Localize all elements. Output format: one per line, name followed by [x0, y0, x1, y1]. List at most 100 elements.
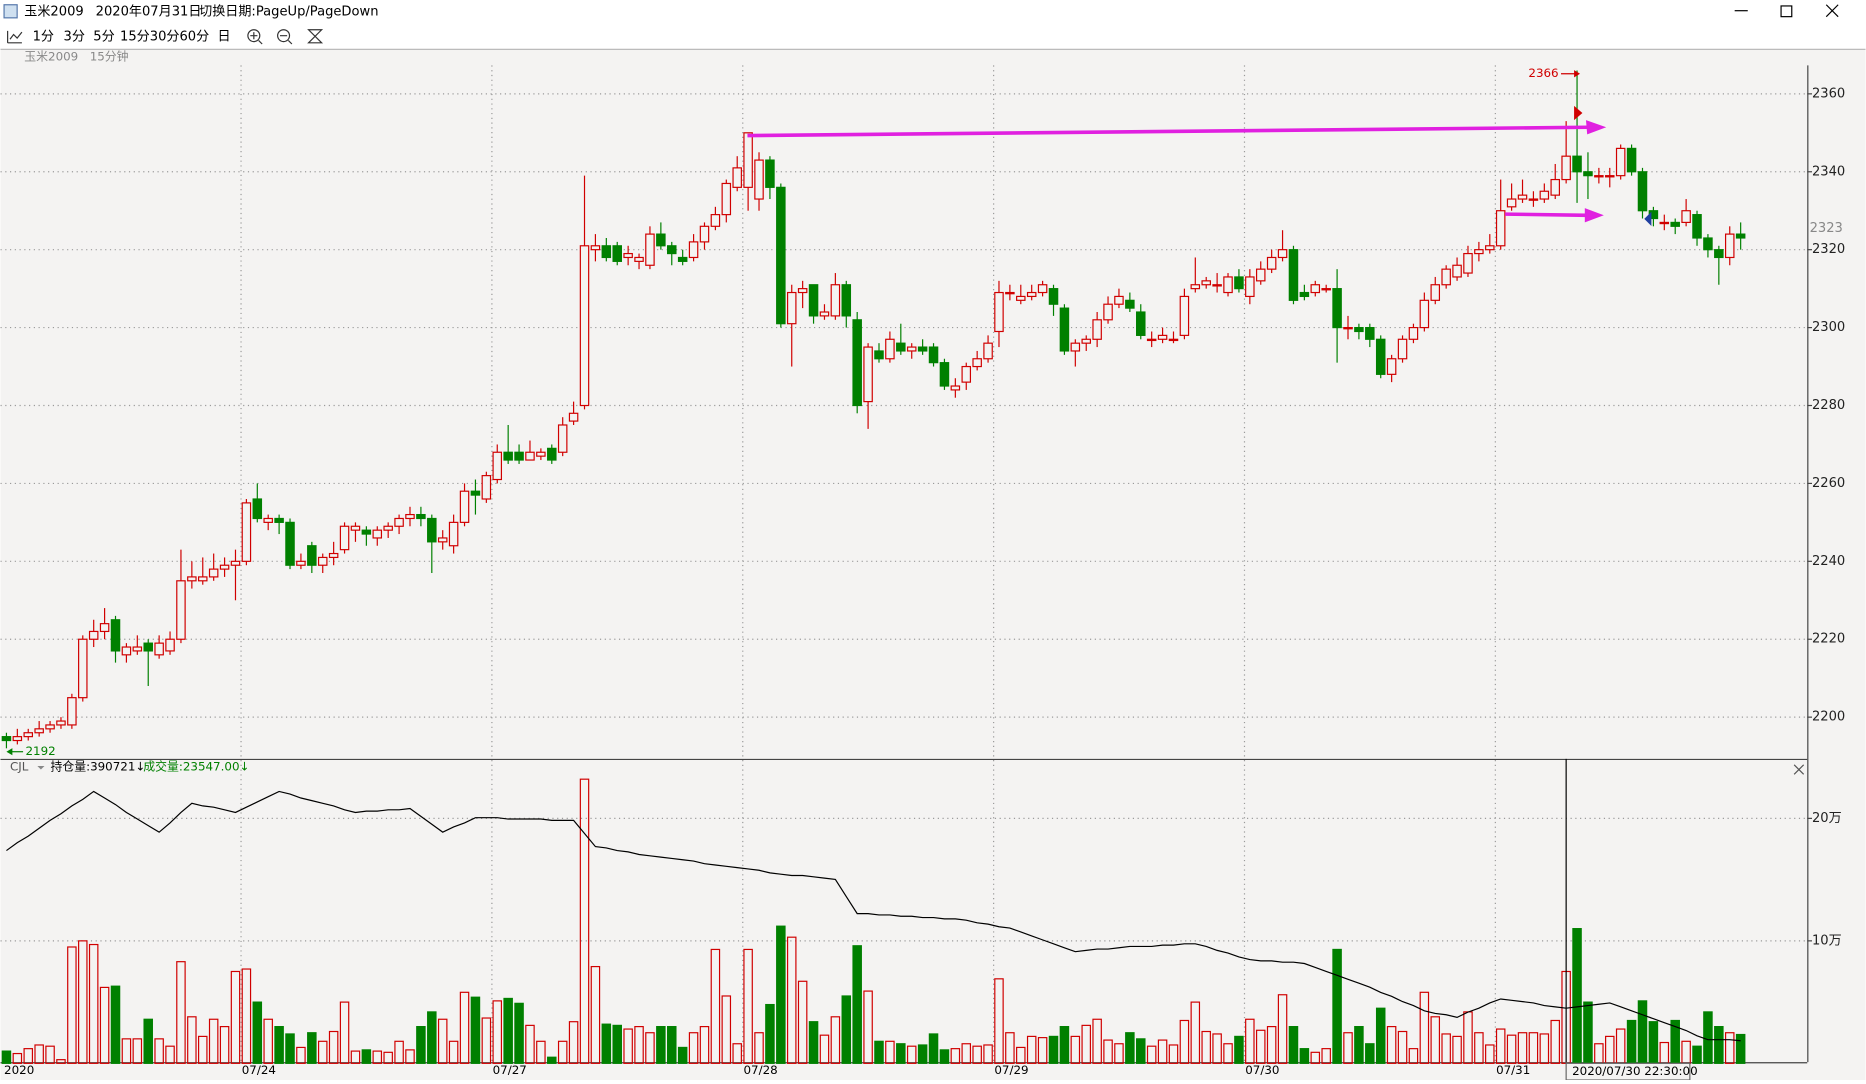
candle-body [1048, 288, 1059, 305]
candle-body [1430, 284, 1441, 301]
signal-flag [1574, 105, 1583, 121]
candle-body [612, 245, 622, 262]
candle-body [1037, 284, 1048, 294]
candle-body [219, 564, 230, 570]
max-marker-arrowhead [1574, 70, 1581, 78]
candle-body [263, 517, 273, 523]
candle-body [1245, 276, 1255, 298]
candle-body [459, 490, 470, 523]
period-button[interactable]: 60分 [179, 28, 209, 44]
candle-body [12, 736, 23, 742]
volume-bar [1114, 1043, 1124, 1064]
candle-body [601, 245, 612, 259]
candle-body [797, 288, 808, 294]
candle-body [677, 256, 688, 262]
max-price-label: 2366 [1528, 66, 1558, 80]
volume-bar [78, 940, 88, 1064]
candle-body [78, 638, 88, 699]
candle-body [1365, 326, 1375, 340]
close-button[interactable] [1825, 4, 1839, 18]
candle-body [1659, 221, 1670, 225]
candle-body [841, 284, 852, 317]
volume-bar [514, 1002, 524, 1064]
volume-bar [1321, 1048, 1331, 1064]
indicator-dropdown[interactable] [37, 765, 45, 770]
chart-type-icon[interactable] [7, 30, 23, 44]
candle-body [1408, 326, 1419, 340]
volume-bar [1637, 1000, 1648, 1064]
candle-body [1692, 214, 1702, 239]
candle-body [208, 568, 219, 578]
volume-bar [743, 948, 753, 1064]
close-indicator-button[interactable] [1793, 764, 1805, 775]
volume-bar [830, 1016, 841, 1064]
period-button[interactable]: 1分 [33, 28, 54, 44]
restore-button[interactable] [1780, 5, 1793, 18]
volume-bar [274, 1026, 284, 1064]
period-button[interactable]: 3分 [64, 28, 85, 44]
period-button[interactable]: 30分 [150, 28, 180, 44]
volume-bar [896, 1043, 906, 1064]
candle-body [1615, 147, 1626, 177]
volume-bar [1070, 1035, 1081, 1064]
candle-body [743, 132, 753, 188]
volume-bar [1277, 994, 1288, 1064]
volume-bar [1125, 1032, 1135, 1064]
y-tick-label: 2240 [1812, 554, 1845, 569]
volume-bar [339, 1001, 350, 1064]
x-tick-label: 07/30 [1245, 1063, 1279, 1077]
candle-body [296, 560, 306, 566]
volume-bar [972, 1045, 982, 1064]
candle-body [1092, 319, 1102, 340]
candle-body [1637, 171, 1648, 212]
candle-body [1495, 210, 1506, 247]
candle-body [1474, 249, 1484, 255]
volume-bar [121, 1038, 132, 1064]
volume-bar [176, 961, 186, 1064]
volume-bar [1016, 1046, 1026, 1064]
last-price-label: 2323 [1810, 221, 1843, 236]
candle-body [514, 451, 524, 461]
volume-bar [1397, 1030, 1408, 1064]
y-tick-label: 2220 [1812, 632, 1845, 647]
candle-body [1103, 303, 1113, 321]
app-icon [3, 4, 18, 19]
candle-body [950, 385, 961, 391]
volume-bar [1430, 1016, 1441, 1064]
volume-bar [361, 1049, 372, 1064]
candle-body [1561, 155, 1571, 181]
volume-bar [470, 996, 481, 1064]
volume-bar [1223, 1043, 1233, 1064]
volume-bar [1703, 1011, 1713, 1064]
volume-bar [1037, 1037, 1048, 1064]
volume-bar [939, 1049, 950, 1064]
volume-bar [754, 1032, 764, 1064]
reset-icon[interactable] [307, 29, 324, 44]
candle-body [1059, 307, 1070, 352]
volume-bar [165, 1045, 175, 1064]
candle-body [1452, 264, 1462, 278]
candle-body [416, 513, 426, 520]
volume-bar [612, 1024, 622, 1064]
candle-body [1670, 221, 1680, 227]
candle-body [765, 159, 775, 188]
candle-body [1321, 288, 1331, 291]
volume-bar [732, 1043, 742, 1064]
period-button[interactable]: 日 [218, 29, 231, 44]
period-button[interactable]: 5分 [93, 28, 114, 44]
candle-body [1594, 175, 1604, 178]
candle-body [1016, 295, 1026, 301]
candle-body [350, 525, 361, 531]
volume-bar [983, 1044, 993, 1064]
candle-body [1201, 280, 1211, 286]
period-button[interactable]: 15分 [120, 28, 150, 44]
zoom-in-icon[interactable] [247, 29, 261, 43]
volume-bar [950, 1048, 961, 1064]
volume-bar [710, 948, 721, 1064]
volume-bar [448, 1040, 459, 1064]
zoom-out-icon[interactable] [277, 29, 291, 43]
chart-background [0, 48, 1866, 1081]
volume-bar [1724, 1032, 1735, 1064]
volume-bar [797, 980, 808, 1064]
